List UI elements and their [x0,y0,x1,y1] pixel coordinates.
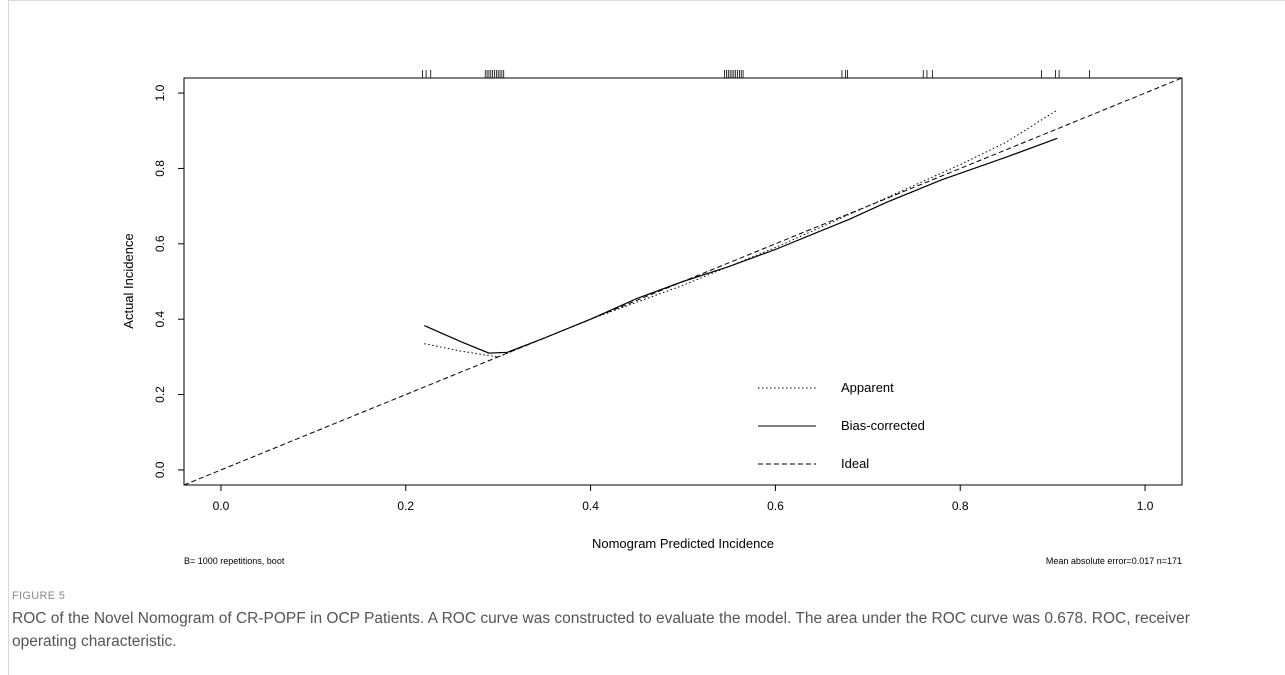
y-tick-label: 1.0 [153,84,167,101]
legend: Apparent Bias-corrected Ideal [758,380,925,471]
y-axis: 0.0 0.2 0.4 0.6 0.8 1.0 [153,84,184,478]
x-axis-title: Nomogram Predicted Incidence [592,536,774,551]
y-tick-label: 0.4 [153,311,167,328]
x-tick-label: 0.4 [582,499,599,513]
calibration-chart: 0.0 0.2 0.4 0.6 0.8 1.0 0.0 0.2 0.4 0.6 0.8 1.0 No… [121,70,1183,566]
figure-label: FIGURE 5 [12,590,66,602]
series-lines [183,77,1183,486]
footnote-left: B= 1000 repetitions, boot [184,556,285,566]
x-tick-label: 1.0 [1137,499,1154,513]
y-tick-label: 0.0 [153,461,167,478]
plot-border [183,77,1183,486]
x-tick-label: 0.2 [397,499,414,513]
legend-label: Apparent [841,380,894,395]
x-axis: 0.0 0.2 0.4 0.6 0.8 1.0 [213,485,1154,513]
series-line-ideal [183,77,1183,486]
rug-marks [422,70,1090,78]
footnote-right: Mean absolute error=0.017 n=171 [1046,556,1182,566]
y-axis-title: Actual Incidence [121,233,136,328]
legend-label: Bias-corrected [841,418,925,433]
legend-label: Ideal [841,456,869,471]
x-tick-label: 0.0 [213,499,230,513]
y-tick-label: 0.2 [153,386,167,403]
x-tick-label: 0.6 [767,499,784,513]
y-tick-label: 0.6 [153,235,167,252]
figure-frame [8,0,1285,675]
figure-caption: ROC of the Novel Nomogram of CR-POPF in … [12,610,1190,650]
y-tick-label: 0.8 [153,160,167,177]
series-line-bias-corrected [424,137,1058,354]
x-tick-label: 0.8 [952,499,969,513]
plot-panel: 0.0 0.2 0.4 0.6 0.8 1.0 0.0 0.2 0.4 0.6 0.8 1.0 No… [120,58,1190,568]
series-line-apparent [424,109,1058,358]
